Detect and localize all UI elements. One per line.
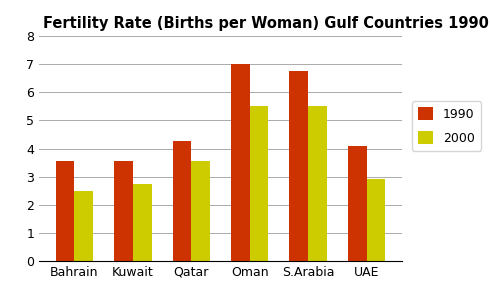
Bar [56, 161, 74, 261]
Bar [74, 191, 93, 261]
Legend: 1990, 2000: 1990, 2000 [412, 101, 481, 151]
Bar [290, 71, 308, 261]
Bar [114, 161, 133, 261]
Bar [367, 179, 385, 261]
Text: Fertility Rate (Births per Woman) Gulf Countries 1990  - 2000: Fertility Rate (Births per Woman) Gulf C… [43, 16, 490, 31]
Bar [133, 184, 151, 261]
Bar [250, 106, 269, 261]
Bar [172, 142, 191, 261]
Bar [231, 64, 250, 261]
Bar [308, 106, 327, 261]
Bar [191, 161, 210, 261]
Bar [348, 146, 367, 261]
